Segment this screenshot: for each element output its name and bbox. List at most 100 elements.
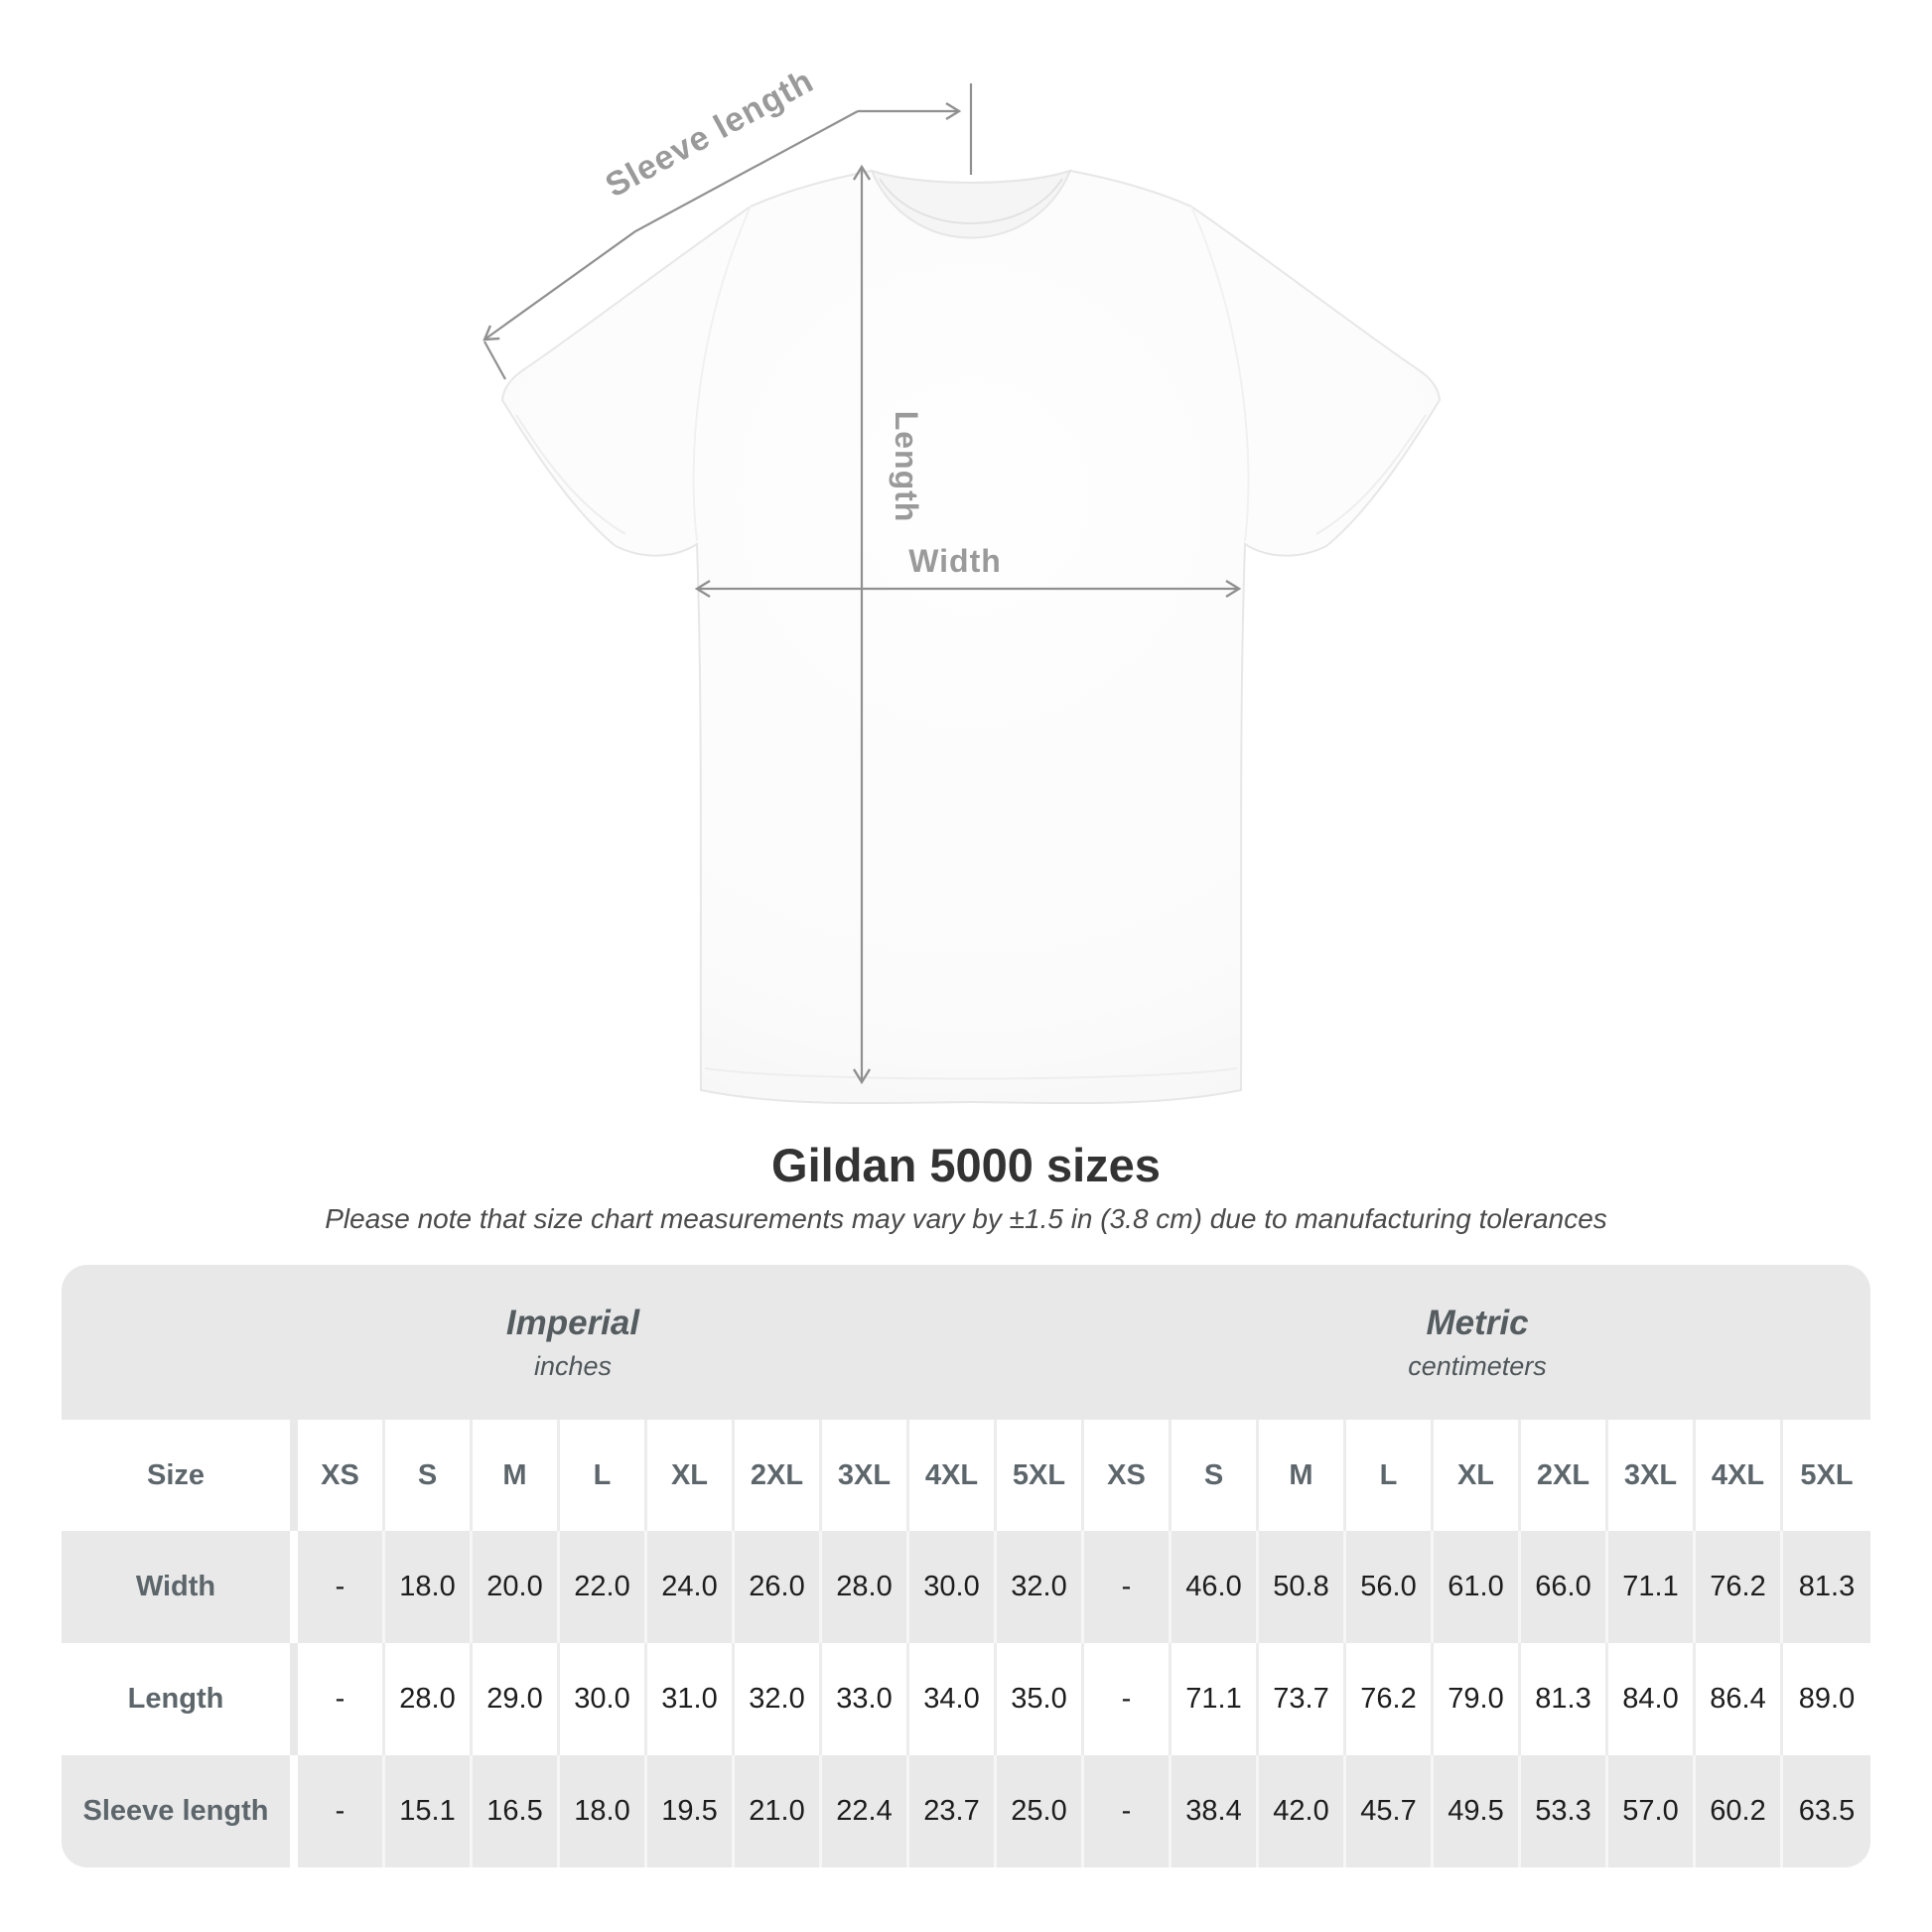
value-cell: 22.0: [560, 1531, 647, 1643]
imperial-size-header: 2XL: [735, 1420, 822, 1531]
tolerance-note: Please note that size chart measurements…: [325, 1203, 1607, 1234]
value-cell: 86.4: [1696, 1643, 1783, 1755]
tshirt-measurement-diagram: Sleeve length Length Width: [483, 62, 1442, 1105]
size-column-header: Size: [62, 1420, 298, 1531]
metric-size-header: 4XL: [1696, 1420, 1783, 1531]
value-cell: 79.0: [1434, 1643, 1521, 1755]
right-cuff-stitch: [1315, 414, 1427, 535]
row-label: Length: [62, 1643, 298, 1755]
value-cell: 34.0: [909, 1643, 997, 1755]
value-cell: 56.0: [1346, 1531, 1434, 1643]
imperial-size-header: M: [473, 1420, 560, 1531]
value-cell: 84.0: [1608, 1643, 1696, 1755]
tshirt-diagram-svg: Sleeve length Length Width: [483, 62, 1442, 1105]
value-cell: 23.7: [909, 1755, 997, 1867]
value-cell: 73.7: [1259, 1643, 1346, 1755]
value-cell: 38.4: [1172, 1755, 1259, 1867]
metric-title: Metric: [1426, 1303, 1529, 1342]
value-cell: 15.1: [385, 1755, 473, 1867]
value-cell: 71.1: [1608, 1531, 1696, 1643]
value-cell: 57.0: [1608, 1755, 1696, 1867]
value-cell: -: [298, 1643, 385, 1755]
value-cell: 30.0: [560, 1643, 647, 1755]
value-cell: 30.0: [909, 1531, 997, 1643]
sleeve-length-diagonal-arrow: [483, 110, 859, 342]
imperial-size-header: S: [385, 1420, 473, 1531]
collar-opening: [870, 169, 1072, 239]
metric-size-header: L: [1346, 1420, 1434, 1531]
value-cell: 60.2: [1696, 1755, 1783, 1867]
value-cell: -: [1084, 1531, 1172, 1643]
metric-size-header: 5XL: [1800, 1458, 1854, 1491]
sleeve-length-extension-line: [483, 341, 506, 380]
value-cell: -: [298, 1531, 385, 1643]
table-row-width: Width - 18.0 20.0 22.0 24.0 26.0 28.0 30…: [62, 1531, 1870, 1643]
value-cell: 53.3: [1521, 1755, 1608, 1867]
width-label: Width: [908, 543, 1002, 579]
table-row-sleeve-length: Sleeve length - 15.1 16.5 18.0 19.5 21.0…: [62, 1755, 1870, 1867]
value-cell: 49.5: [1434, 1755, 1521, 1867]
sleeve-length-label: Sleeve length: [600, 62, 820, 205]
value-cell: -: [298, 1755, 385, 1867]
value-cell: 66.0: [1521, 1531, 1608, 1643]
value-cell: 29.0: [473, 1643, 560, 1755]
imperial-size-header: XS: [298, 1420, 385, 1531]
value-cell: -: [1084, 1755, 1172, 1867]
value-cell: 89.0: [1798, 1683, 1856, 1715]
value-cell: 18.0: [385, 1531, 473, 1643]
metric-size-header: S: [1172, 1420, 1259, 1531]
imperial-size-header: XL: [647, 1420, 735, 1531]
value-cell: 76.2: [1696, 1531, 1783, 1643]
row-label: Sleeve length: [62, 1755, 298, 1867]
imperial-size-header: 4XL: [909, 1420, 997, 1531]
value-cell: 28.0: [822, 1531, 909, 1643]
value-cell: 63.5: [1798, 1795, 1856, 1827]
collar-ribbing-seam: [879, 178, 1063, 224]
value-cell: 61.0: [1434, 1531, 1521, 1643]
metric-size-header: XL: [1434, 1420, 1521, 1531]
imperial-title: Imperial: [505, 1303, 640, 1342]
value-cell: 81.3: [1798, 1571, 1856, 1602]
left-cuff-stitch: [515, 414, 626, 535]
imperial-size-header: 5XL: [997, 1420, 1084, 1531]
unit-header-band: Imperial inches Metric centimeters: [62, 1265, 1870, 1420]
value-cell: 71.1: [1172, 1643, 1259, 1755]
metric-size-header: M: [1259, 1420, 1346, 1531]
value-cell: 24.0: [647, 1531, 735, 1643]
value-cell: 81.3: [1521, 1643, 1608, 1755]
metric-unit: centimeters: [1408, 1350, 1547, 1381]
value-cell: 76.2: [1346, 1643, 1434, 1755]
value-cell: 26.0: [735, 1531, 822, 1643]
tshirt-silhouette: [500, 169, 1442, 1105]
metric-size-header: 3XL: [1608, 1420, 1696, 1531]
value-cell: 25.0: [997, 1755, 1084, 1867]
page-title: Gildan 5000 sizes: [771, 1139, 1161, 1191]
value-cell: 18.0: [560, 1755, 647, 1867]
value-cell: 32.0: [735, 1643, 822, 1755]
size-header-row: Size XS S M L XL 2XL 3XL 4XL 5XL XS S M …: [62, 1420, 1870, 1531]
hem-stitch: [704, 1067, 1238, 1080]
value-cell: 19.5: [647, 1755, 735, 1867]
length-label: Length: [889, 411, 924, 523]
imperial-group-header: Imperial inches: [62, 1265, 1084, 1420]
row-label: Width: [62, 1531, 298, 1643]
imperial-size-header: 3XL: [822, 1420, 909, 1531]
metric-size-header: XS: [1084, 1420, 1172, 1531]
value-cell: -: [1084, 1643, 1172, 1755]
value-cell: 28.0: [385, 1643, 473, 1755]
table-row-length: Length - 28.0 29.0 30.0 31.0 32.0 33.0 3…: [62, 1643, 1870, 1755]
value-cell: 16.5: [473, 1755, 560, 1867]
imperial-size-header: L: [560, 1420, 647, 1531]
right-armhole-seam: [1190, 206, 1250, 542]
metric-size-header: 2XL: [1521, 1420, 1608, 1531]
metric-group-header: Metric centimeters: [1084, 1265, 1870, 1420]
value-cell: 50.8: [1259, 1531, 1346, 1643]
value-cell: 21.0: [735, 1755, 822, 1867]
value-cell: 46.0: [1172, 1531, 1259, 1643]
size-table: Imperial inches Metric centimeters Size …: [62, 1265, 1870, 1867]
value-cell: 42.0: [1259, 1755, 1346, 1867]
value-cell: 33.0: [822, 1643, 909, 1755]
value-cell: 22.4: [822, 1755, 909, 1867]
value-cell: 45.7: [1346, 1755, 1434, 1867]
